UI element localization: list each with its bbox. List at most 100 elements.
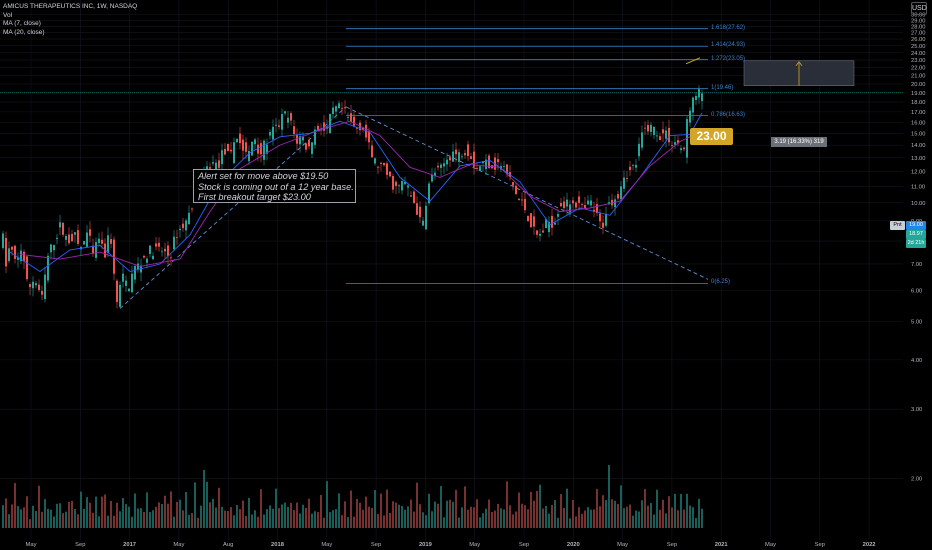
candle-body: [518, 198, 520, 201]
candle-body: [464, 153, 466, 156]
volume-bar: [206, 481, 208, 528]
volume-bar: [140, 508, 142, 528]
candle-body: [269, 132, 271, 136]
candle-body: [263, 140, 265, 160]
x-tick-label: 2022: [863, 542, 876, 548]
candle-body: [143, 255, 145, 258]
candle-body: [119, 284, 121, 307]
volume-bar: [674, 493, 676, 528]
candle-body: [215, 162, 217, 171]
volume-bar: [350, 490, 352, 528]
candle-body: [467, 144, 469, 157]
currency-button[interactable]: USD: [911, 2, 927, 15]
alert-note[interactable]: Alert set for move above $19.50 Stock is…: [193, 169, 356, 203]
volume-bar: [236, 504, 238, 528]
ma20-line: [19, 120, 703, 267]
candle-body: [314, 129, 316, 145]
candle-body: [488, 155, 490, 168]
volume-bar: [320, 494, 322, 528]
x-tick-label: May: [765, 542, 776, 548]
volume-bar: [536, 490, 538, 528]
volume-bar: [164, 495, 166, 528]
volume-bar: [242, 500, 244, 528]
volume-bar: [632, 515, 634, 528]
overlay-drawings: [0, 57, 903, 94]
candle-body: [533, 216, 535, 227]
candle-body: [416, 203, 418, 215]
candle-body: [128, 288, 130, 292]
candle-body: [146, 258, 148, 263]
volume-bar: [527, 509, 529, 528]
x-tick-label: Sep: [371, 542, 381, 548]
candle-body: [158, 242, 160, 247]
candle-body: [392, 176, 394, 190]
volume-bar: [419, 504, 421, 528]
measure-label: 3.19 (16.33%) 319: [771, 137, 827, 147]
volume-bar: [41, 511, 43, 528]
candle-body: [395, 181, 397, 186]
candle-body: [548, 221, 550, 232]
candle-body: [398, 185, 400, 187]
candle-body: [662, 129, 664, 134]
volume-bar: [656, 489, 658, 528]
candle-body: [212, 162, 214, 164]
volume-bar: [161, 504, 163, 528]
candle-body: [656, 135, 658, 137]
volume-bar: [167, 503, 169, 528]
candle-body: [116, 280, 118, 303]
volume-bar: [194, 482, 196, 528]
volume-legend: Vol: [3, 11, 13, 19]
volume-bar: [458, 517, 460, 528]
volume-bar: [269, 505, 271, 528]
candle-body: [404, 182, 406, 185]
candle-body: [284, 111, 286, 114]
candle-body: [23, 251, 25, 261]
candle-body: [461, 156, 463, 158]
candle-body: [473, 151, 475, 167]
candle-body: [680, 148, 682, 151]
candle-body: [374, 158, 376, 164]
candle-body: [230, 149, 232, 152]
volume-bar: [329, 512, 331, 528]
volume-bar: [398, 504, 400, 528]
alert-tag: Pnt: [890, 221, 905, 230]
candle-body: [677, 140, 679, 144]
volume-bar: [2, 505, 4, 528]
volume-bar: [332, 510, 334, 528]
volume-bar: [416, 482, 418, 528]
x-axis: May Sep 2017 May Aug 2018 May Sep 2019 May Sep 2020…: [26, 542, 876, 548]
volume-bar: [650, 503, 652, 528]
candle-body: [29, 284, 31, 288]
volume-bar: [134, 493, 136, 528]
volume-bar: [377, 514, 379, 528]
candle-body: [161, 251, 163, 253]
volume-bar: [617, 503, 619, 528]
candle-body: [323, 122, 325, 131]
volume-bar: [245, 515, 247, 528]
candle-body: [155, 243, 157, 247]
candle-body: [638, 143, 640, 157]
volume-bar: [641, 500, 643, 528]
volume-bar: [593, 509, 595, 528]
volume-bar: [263, 514, 265, 528]
candle-body: [530, 213, 532, 228]
volume-bar: [302, 504, 304, 528]
volume-bar: [638, 511, 640, 528]
volume-bar: [392, 501, 394, 528]
target-price-label[interactable]: 23.00: [690, 128, 733, 145]
volume-bar: [425, 515, 427, 528]
volume-bar: [623, 508, 625, 528]
x-tick-label: 2021: [715, 542, 729, 548]
x-tick-label: Sep: [75, 542, 85, 548]
volume-bar: [257, 516, 259, 528]
candle-body: [167, 245, 169, 256]
volume-bar: [86, 497, 88, 528]
candle-body: [257, 144, 259, 154]
candle-body: [71, 234, 73, 242]
volume-bar: [107, 515, 109, 528]
x-tick-label: Aug: [223, 542, 233, 548]
volume-bar: [335, 509, 337, 528]
volume-bar: [554, 500, 556, 528]
candle-body: [11, 246, 13, 250]
